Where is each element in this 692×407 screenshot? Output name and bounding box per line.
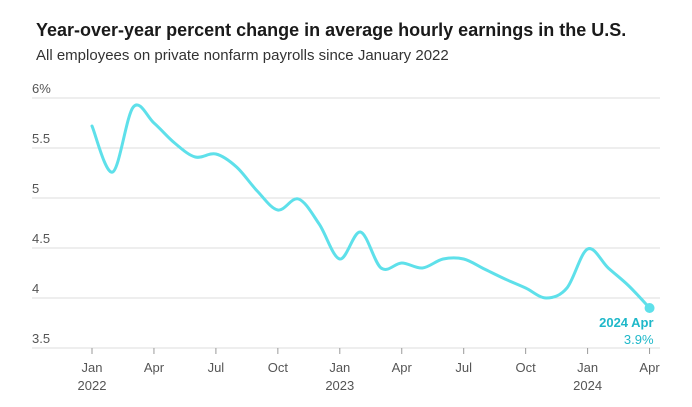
callout-value-label: 3.9% [624, 332, 654, 347]
x-tick-label: Apr [144, 360, 165, 375]
x-tick-label: Oct [268, 360, 289, 375]
callout-layer: 2024 Apr 3.9% [599, 303, 655, 347]
y-tick-label: 4 [32, 281, 39, 296]
y-tick-label: 5 [32, 181, 39, 196]
last-point-marker [644, 303, 655, 313]
x-tick-label: Apr [639, 360, 660, 375]
y-tick-label: 6% [32, 81, 51, 96]
x-tick-label: Jan [577, 360, 598, 375]
x-tick-year-label: 2022 [78, 378, 107, 393]
series-line [90, 103, 652, 310]
y-tick-label: 4.5 [32, 231, 50, 246]
callout-date-label: 2024 Apr [599, 315, 653, 330]
x-tick-label: Jul [455, 360, 472, 375]
y-tick-label: 3.5 [32, 331, 50, 346]
chart-title: Year-over-year percent change in average… [36, 20, 627, 40]
y-tick-label: 5.5 [32, 131, 50, 146]
chart-subtitle: All employees on private nonfarm payroll… [36, 47, 449, 64]
gridlines [32, 97, 660, 349]
x-axis-tick-labels: Jan 2022 Apr Jul Oct Jan 2023 Apr Jul Oct Jan 2024 A… [78, 348, 660, 393]
y-axis-tick-labels: 3.5 4 4.5 5 5.5 6% [32, 81, 51, 346]
x-tick-year-label: 2024 [573, 378, 602, 393]
x-tick-label: Jan [329, 360, 350, 375]
x-tick-label: Oct [516, 360, 537, 375]
x-tick-label: Jul [208, 360, 225, 375]
series-layer [90, 103, 652, 310]
x-tick-label: Apr [392, 360, 413, 375]
x-tick-year-label: 2023 [325, 378, 354, 393]
x-tick-label: Jan [82, 360, 103, 375]
